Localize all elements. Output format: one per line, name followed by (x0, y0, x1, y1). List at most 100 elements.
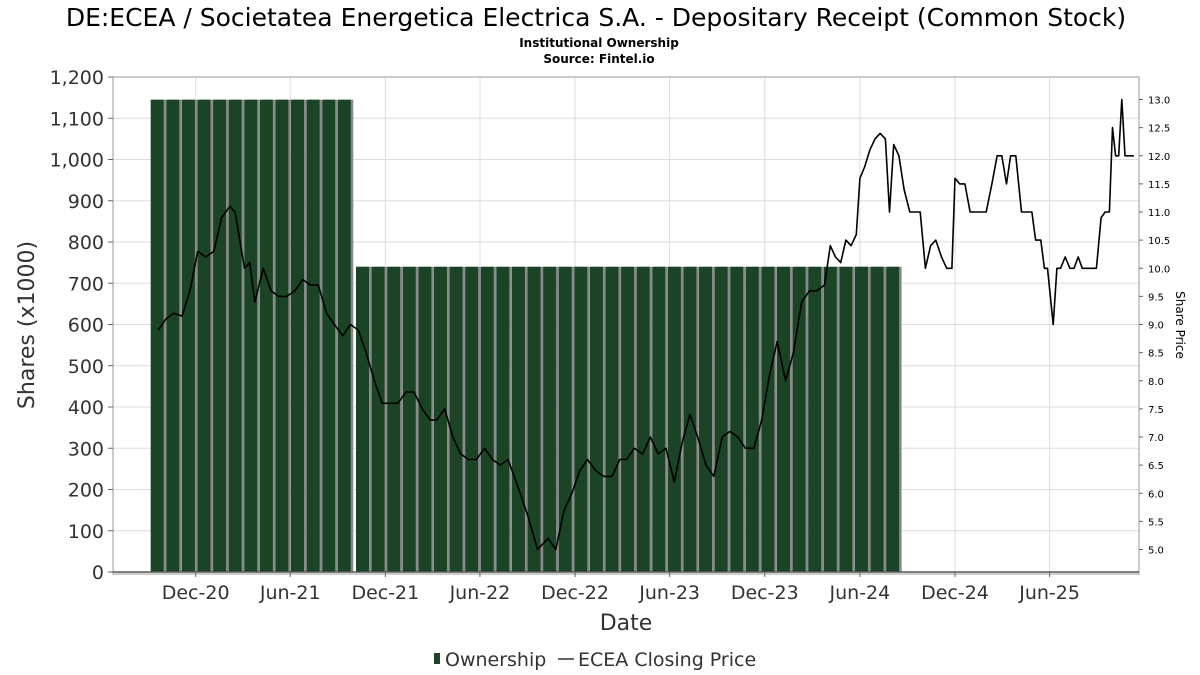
y2-tick-label: 6.0 (1148, 489, 1164, 500)
ownership-bar (699, 266, 713, 572)
ownership-bar (886, 266, 900, 572)
y2-axis-ticks: 5.0 5.5 6.0 6.5 7.0 7.5 8.0 8.5 9.0 9.5 10.0 10.5 11… (1139, 96, 1170, 557)
y2-tick-label: 10.0 (1148, 264, 1170, 275)
ownership-bar (714, 266, 728, 572)
x-tick-label: Dec-20 (162, 582, 230, 604)
y-tick-label: 800 (68, 232, 104, 254)
y2-tick-label: 9.0 (1148, 321, 1164, 332)
ownership-bars (150, 99, 902, 572)
ownership-bar (574, 266, 588, 572)
plot-frame (112, 76, 1140, 575)
x-tick-label: Dec-22 (541, 582, 609, 604)
legend-price-label: ECEA Closing Price (578, 649, 756, 671)
y-tick-label: 500 (68, 356, 104, 378)
ownership-bar (870, 266, 884, 572)
y2-tick-label: 12.5 (1148, 124, 1170, 135)
ownership-bar (823, 266, 837, 572)
ownership-bar (761, 266, 775, 572)
y-tick-label: 1,200 (50, 67, 104, 89)
ownership-bar (776, 266, 790, 572)
y-tick-label: 600 (68, 315, 104, 337)
ownership-bar (322, 99, 336, 572)
ownership-bar (652, 266, 666, 572)
y-tick-label: 0 (92, 562, 104, 584)
ownership-bar (621, 266, 635, 572)
ownership-bar (371, 266, 385, 572)
ownership-bar (387, 266, 401, 572)
x-tick-label: Dec-24 (921, 582, 989, 604)
y-tick-label: 700 (68, 273, 104, 295)
y2-tick-label: 5.5 (1148, 517, 1164, 528)
ownership-bar (839, 266, 853, 572)
y2-tick-label: 5.0 (1148, 546, 1164, 557)
ownership-bar (337, 99, 351, 572)
y-tick-label: 1,100 (50, 108, 104, 130)
ownership-bar (402, 266, 416, 572)
ownership-bar (355, 266, 369, 572)
ownership-bar (291, 99, 305, 572)
ownership-bar (683, 266, 697, 572)
ownership-bar (854, 266, 868, 572)
ownership-bar (306, 99, 320, 572)
chart-subtitle-source: Source: Fintel.io (543, 52, 654, 66)
legend-ownership-swatch (434, 653, 440, 664)
y2-tick-label: 6.5 (1148, 461, 1164, 472)
y2-tick-label: 8.0 (1148, 377, 1164, 388)
y-tick-label: 900 (68, 191, 104, 213)
ownership-bar (730, 266, 744, 572)
ownership-bar (496, 266, 510, 572)
y2-tick-label: 12.0 (1148, 152, 1170, 163)
price-line (157, 98, 1134, 551)
ownership-bar (259, 99, 273, 572)
ownership-bar (275, 99, 289, 572)
y-tick-label: 300 (68, 438, 104, 460)
x-tick-label: Dec-23 (731, 582, 799, 604)
y2-tick-label: 7.0 (1148, 433, 1164, 444)
ownership-bar (792, 266, 806, 572)
x-tick-label: Jun-23 (638, 582, 700, 604)
legend: Ownership ECEA Closing Price (434, 649, 756, 671)
chart-title: DE:ECEA / Societatea Energetica Electric… (66, 3, 1126, 32)
y2-tick-label: 10.5 (1148, 236, 1170, 247)
ownership-bar (465, 266, 479, 572)
ownership-bar (636, 266, 650, 572)
x-tick-label: Jun-24 (829, 582, 891, 604)
y2-tick-label: 8.5 (1148, 349, 1164, 360)
y-tick-label: 100 (68, 521, 104, 543)
ownership-bar (605, 266, 619, 572)
ownership-bar (244, 99, 258, 572)
ownership-bar (449, 266, 463, 572)
x-axis-ticks: Dec-20 Jun-21 Dec-21 Jun-22 Dec-22 Jun-23 Dec-… (162, 572, 1080, 604)
x-tick-label: Jun-22 (449, 582, 511, 604)
x-tick-label: Jun-25 (1018, 582, 1080, 604)
ownership-bar (480, 266, 494, 572)
price-series-line (157, 98, 1134, 551)
ownership-bar (745, 266, 759, 572)
ownership-bar (808, 266, 822, 572)
y2-axis-label: Share Price (1173, 291, 1187, 359)
y-tick-label: 200 (68, 480, 104, 502)
ownership-bar (228, 99, 242, 572)
ownership-bar (558, 266, 572, 572)
ownership-bar (418, 266, 432, 572)
y2-tick-label: 9.5 (1148, 292, 1164, 303)
y2-tick-label: 7.5 (1148, 405, 1164, 416)
ownership-bar (527, 266, 541, 572)
y2-tick-label: 13.0 (1148, 96, 1170, 107)
ownership-bar (150, 99, 164, 572)
ownership-bar (543, 266, 557, 572)
y-tick-label: 1,000 (50, 150, 104, 172)
legend-ownership-label: Ownership (445, 649, 546, 671)
y-tick-label: 400 (68, 397, 104, 419)
x-tick-label: Dec-21 (351, 582, 419, 604)
x-axis-label: Date (600, 611, 653, 636)
y-axis-label: Shares (x1000) (15, 241, 40, 409)
ownership-bar (213, 99, 227, 572)
ownership-bar (667, 266, 681, 572)
chart-subtitle-ownership: Institutional Ownership (519, 36, 679, 50)
x-tick-label: Jun-21 (259, 582, 321, 604)
y-axis-ticks: 0 100 200 300 400 500 600 700 800 900 1,000 1,100 1,… (50, 67, 113, 584)
ownership-bar (181, 99, 195, 572)
ownership-bar (166, 99, 180, 572)
